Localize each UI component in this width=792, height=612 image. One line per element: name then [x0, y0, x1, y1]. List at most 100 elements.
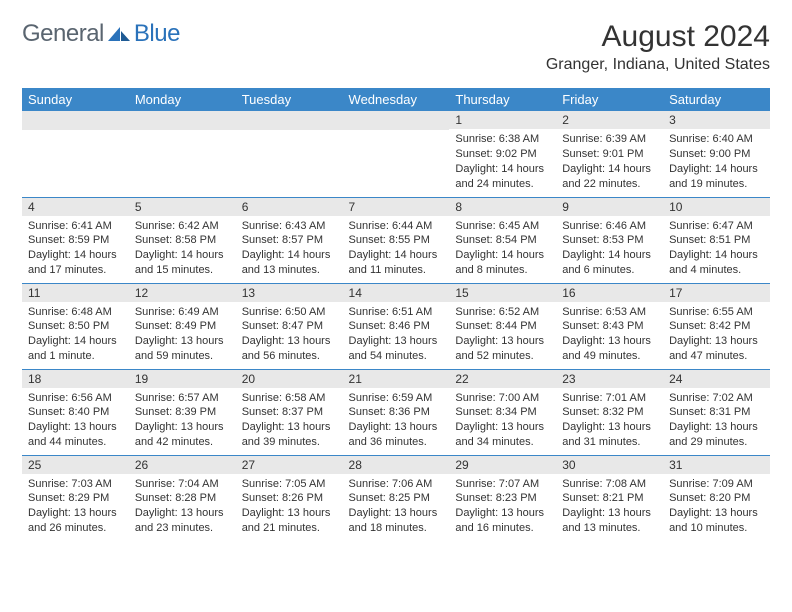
- daylight-text: Daylight: 13 hours and 54 minutes.: [349, 334, 444, 364]
- sunrise-text: Sunrise: 6:41 AM: [28, 219, 123, 234]
- sunrise-text: Sunrise: 6:40 AM: [669, 132, 764, 147]
- calendar-day-cell: 26Sunrise: 7:04 AMSunset: 8:28 PMDayligh…: [129, 455, 236, 541]
- day-content: Sunrise: 7:00 AMSunset: 8:34 PMDaylight:…: [449, 388, 556, 452]
- day-content: Sunrise: 6:58 AMSunset: 8:37 PMDaylight:…: [236, 388, 343, 452]
- title-block: August 2024 Granger, Indiana, United Sta…: [546, 20, 770, 74]
- sunrise-text: Sunrise: 7:04 AM: [135, 477, 230, 492]
- day-content: Sunrise: 6:46 AMSunset: 8:53 PMDaylight:…: [556, 216, 663, 280]
- sunset-text: Sunset: 8:55 PM: [349, 233, 444, 248]
- sunrise-text: Sunrise: 6:57 AM: [135, 391, 230, 406]
- weekday-header: Monday: [129, 88, 236, 111]
- calendar-table: Sunday Monday Tuesday Wednesday Thursday…: [22, 88, 770, 541]
- sunset-text: Sunset: 8:57 PM: [242, 233, 337, 248]
- day-number: 13: [236, 284, 343, 302]
- day-content: Sunrise: 6:45 AMSunset: 8:54 PMDaylight:…: [449, 216, 556, 280]
- day-content: Sunrise: 6:43 AMSunset: 8:57 PMDaylight:…: [236, 216, 343, 280]
- day-number: 30: [556, 456, 663, 474]
- calendar-day-cell: 15Sunrise: 6:52 AMSunset: 8:44 PMDayligh…: [449, 283, 556, 369]
- page-header: General Blue August 2024 Granger, Indian…: [22, 20, 770, 74]
- day-content: Sunrise: 6:44 AMSunset: 8:55 PMDaylight:…: [343, 216, 450, 280]
- calendar-day-cell: 9Sunrise: 6:46 AMSunset: 8:53 PMDaylight…: [556, 197, 663, 283]
- sunset-text: Sunset: 8:37 PM: [242, 405, 337, 420]
- day-number: 1: [449, 111, 556, 129]
- calendar-day-cell: 12Sunrise: 6:49 AMSunset: 8:49 PMDayligh…: [129, 283, 236, 369]
- day-number: 3: [663, 111, 770, 129]
- calendar-day-cell: 21Sunrise: 6:59 AMSunset: 8:36 PMDayligh…: [343, 369, 450, 455]
- daylight-text: Daylight: 14 hours and 1 minute.: [28, 334, 123, 364]
- day-number: 29: [449, 456, 556, 474]
- calendar-day-cell: 20Sunrise: 6:58 AMSunset: 8:37 PMDayligh…: [236, 369, 343, 455]
- daylight-text: Daylight: 13 hours and 31 minutes.: [562, 420, 657, 450]
- calendar-day-cell: 27Sunrise: 7:05 AMSunset: 8:26 PMDayligh…: [236, 455, 343, 541]
- daylight-text: Daylight: 13 hours and 16 minutes.: [455, 506, 550, 536]
- sunset-text: Sunset: 8:20 PM: [669, 491, 764, 506]
- day-number: 16: [556, 284, 663, 302]
- daylight-text: Daylight: 13 hours and 39 minutes.: [242, 420, 337, 450]
- sunset-text: Sunset: 9:02 PM: [455, 147, 550, 162]
- calendar-day-cell: 5Sunrise: 6:42 AMSunset: 8:58 PMDaylight…: [129, 197, 236, 283]
- sunrise-text: Sunrise: 7:05 AM: [242, 477, 337, 492]
- logo-text-general: General: [22, 20, 104, 48]
- sunrise-text: Sunrise: 7:07 AM: [455, 477, 550, 492]
- day-number: 23: [556, 370, 663, 388]
- sunrise-text: Sunrise: 7:01 AM: [562, 391, 657, 406]
- sunset-text: Sunset: 8:25 PM: [349, 491, 444, 506]
- calendar-week-row: 18Sunrise: 6:56 AMSunset: 8:40 PMDayligh…: [22, 369, 770, 455]
- sunrise-text: Sunrise: 7:00 AM: [455, 391, 550, 406]
- sunrise-text: Sunrise: 6:52 AM: [455, 305, 550, 320]
- sunset-text: Sunset: 8:44 PM: [455, 319, 550, 334]
- day-content: Sunrise: 6:55 AMSunset: 8:42 PMDaylight:…: [663, 302, 770, 366]
- daylight-text: Daylight: 14 hours and 8 minutes.: [455, 248, 550, 278]
- sunrise-text: Sunrise: 7:08 AM: [562, 477, 657, 492]
- calendar-day-cell: 8Sunrise: 6:45 AMSunset: 8:54 PMDaylight…: [449, 197, 556, 283]
- calendar-day-cell: 19Sunrise: 6:57 AMSunset: 8:39 PMDayligh…: [129, 369, 236, 455]
- daylight-text: Daylight: 13 hours and 59 minutes.: [135, 334, 230, 364]
- daylight-text: Daylight: 13 hours and 49 minutes.: [562, 334, 657, 364]
- day-content: Sunrise: 6:50 AMSunset: 8:47 PMDaylight:…: [236, 302, 343, 366]
- calendar-week-row: 1Sunrise: 6:38 AMSunset: 9:02 PMDaylight…: [22, 111, 770, 197]
- calendar-day-cell: 6Sunrise: 6:43 AMSunset: 8:57 PMDaylight…: [236, 197, 343, 283]
- calendar-day-cell: [22, 111, 129, 197]
- calendar-day-cell: 4Sunrise: 6:41 AMSunset: 8:59 PMDaylight…: [22, 197, 129, 283]
- daylight-text: Daylight: 14 hours and 15 minutes.: [135, 248, 230, 278]
- calendar-day-cell: 3Sunrise: 6:40 AMSunset: 9:00 PMDaylight…: [663, 111, 770, 197]
- daylight-text: Daylight: 13 hours and 47 minutes.: [669, 334, 764, 364]
- calendar-day-cell: 25Sunrise: 7:03 AMSunset: 8:29 PMDayligh…: [22, 455, 129, 541]
- sunrise-text: Sunrise: 7:03 AM: [28, 477, 123, 492]
- sunset-text: Sunset: 8:40 PM: [28, 405, 123, 420]
- day-content: Sunrise: 7:02 AMSunset: 8:31 PMDaylight:…: [663, 388, 770, 452]
- daylight-text: Daylight: 14 hours and 13 minutes.: [242, 248, 337, 278]
- sunrise-text: Sunrise: 7:09 AM: [669, 477, 764, 492]
- day-number: 15: [449, 284, 556, 302]
- calendar-week-row: 25Sunrise: 7:03 AMSunset: 8:29 PMDayligh…: [22, 455, 770, 541]
- day-content: Sunrise: 6:59 AMSunset: 8:36 PMDaylight:…: [343, 388, 450, 452]
- daylight-text: Daylight: 13 hours and 21 minutes.: [242, 506, 337, 536]
- sunset-text: Sunset: 8:46 PM: [349, 319, 444, 334]
- weekday-header: Tuesday: [236, 88, 343, 111]
- day-content: Sunrise: 7:07 AMSunset: 8:23 PMDaylight:…: [449, 474, 556, 538]
- day-content: Sunrise: 7:03 AMSunset: 8:29 PMDaylight:…: [22, 474, 129, 538]
- day-number: 4: [22, 198, 129, 216]
- weekday-header: Thursday: [449, 88, 556, 111]
- sunrise-text: Sunrise: 7:06 AM: [349, 477, 444, 492]
- daylight-text: Daylight: 14 hours and 24 minutes.: [455, 162, 550, 192]
- calendar-week-row: 4 Sunrise: 6:41 AMSunset: 8:59 PM Daylight…: [22, 197, 770, 283]
- sunset-text: Sunset: 8:43 PM: [562, 319, 657, 334]
- day-content: Sunrise: 6:52 AMSunset: 8:44 PMDaylight:…: [449, 302, 556, 366]
- sunset-text: Sunset: 8:59 PM: [28, 233, 123, 248]
- sunset-text: Sunset: 8:50 PM: [28, 319, 123, 334]
- daylight-text: Daylight: 13 hours and 34 minutes.: [455, 420, 550, 450]
- day-number: 9: [556, 198, 663, 216]
- calendar-day-cell: [343, 111, 450, 197]
- sunset-text: Sunset: 8:51 PM: [669, 233, 764, 248]
- calendar-day-cell: [129, 111, 236, 197]
- day-number: 26: [129, 456, 236, 474]
- sunrise-text: Sunrise: 6:49 AM: [135, 305, 230, 320]
- day-content: Sunrise: 7:08 AMSunset: 8:21 PMDaylight:…: [556, 474, 663, 538]
- sunrise-text: Sunrise: 6:42 AM: [135, 219, 230, 234]
- day-number: 24: [663, 370, 770, 388]
- sunset-text: Sunset: 8:49 PM: [135, 319, 230, 334]
- daylight-text: Daylight: 13 hours and 52 minutes.: [455, 334, 550, 364]
- calendar-day-cell: 2Sunrise: 6:39 AMSunset: 9:01 PMDaylight…: [556, 111, 663, 197]
- day-content: Sunrise: 6:40 AMSunset: 9:00 PMDaylight:…: [663, 129, 770, 193]
